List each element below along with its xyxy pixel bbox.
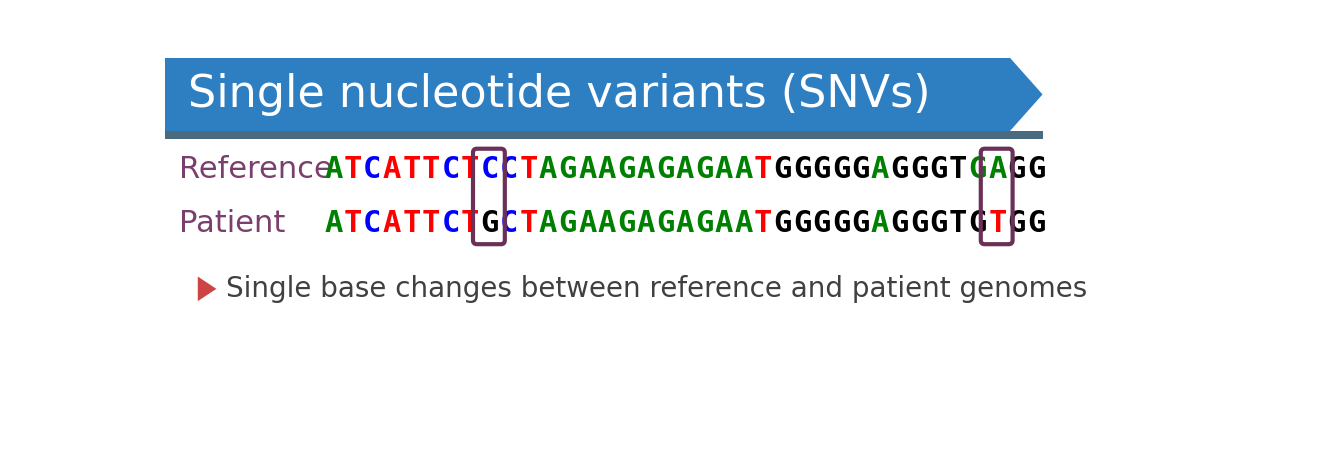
Text: G: G bbox=[793, 209, 812, 238]
Text: T: T bbox=[988, 209, 1006, 238]
Text: A: A bbox=[871, 209, 890, 238]
Text: A: A bbox=[676, 155, 694, 184]
Text: A: A bbox=[539, 155, 558, 184]
Text: T: T bbox=[520, 209, 538, 238]
Text: G: G bbox=[793, 155, 812, 184]
Text: A: A bbox=[871, 155, 890, 184]
Text: C: C bbox=[364, 155, 382, 184]
Text: T: T bbox=[754, 209, 772, 238]
Text: T: T bbox=[344, 155, 362, 184]
FancyBboxPatch shape bbox=[165, 58, 1010, 131]
Text: G: G bbox=[1027, 209, 1046, 238]
Text: A: A bbox=[715, 155, 734, 184]
Text: G: G bbox=[558, 209, 576, 238]
Text: G: G bbox=[832, 155, 850, 184]
Text: T: T bbox=[461, 155, 479, 184]
Text: Patient: Patient bbox=[180, 209, 286, 238]
Text: C: C bbox=[442, 209, 460, 238]
Text: T: T bbox=[344, 209, 362, 238]
Text: T: T bbox=[949, 209, 968, 238]
Text: G: G bbox=[910, 155, 928, 184]
Text: Reference: Reference bbox=[180, 155, 333, 184]
Text: G: G bbox=[910, 209, 928, 238]
Text: G: G bbox=[851, 209, 870, 238]
Text: T: T bbox=[754, 155, 772, 184]
Text: G: G bbox=[813, 209, 830, 238]
Text: A: A bbox=[734, 209, 752, 238]
Text: G: G bbox=[617, 209, 636, 238]
Text: A: A bbox=[715, 209, 734, 238]
Text: G: G bbox=[656, 155, 674, 184]
Text: G: G bbox=[1027, 155, 1046, 184]
Text: G: G bbox=[929, 209, 948, 238]
Polygon shape bbox=[1010, 58, 1043, 131]
Text: Single nucleotide variants (SNVs): Single nucleotide variants (SNVs) bbox=[189, 73, 931, 116]
Text: T: T bbox=[402, 209, 420, 238]
Text: C: C bbox=[364, 209, 382, 238]
Text: G: G bbox=[851, 155, 870, 184]
Text: T: T bbox=[422, 209, 440, 238]
Text: A: A bbox=[637, 209, 654, 238]
Text: G: G bbox=[929, 155, 948, 184]
Text: C: C bbox=[480, 155, 498, 184]
Text: A: A bbox=[382, 209, 401, 238]
Text: A: A bbox=[637, 155, 654, 184]
Text: A: A bbox=[578, 209, 596, 238]
Text: G: G bbox=[832, 209, 850, 238]
Text: A: A bbox=[734, 155, 752, 184]
Text: A: A bbox=[578, 155, 596, 184]
Text: G: G bbox=[558, 155, 576, 184]
Text: G: G bbox=[656, 209, 674, 238]
Text: G: G bbox=[969, 209, 988, 238]
Text: Single base changes between reference and patient genomes: Single base changes between reference an… bbox=[226, 275, 1087, 303]
Text: A: A bbox=[382, 155, 401, 184]
Text: A: A bbox=[988, 155, 1006, 184]
Text: G: G bbox=[891, 209, 908, 238]
Text: G: G bbox=[1007, 155, 1026, 184]
Text: A: A bbox=[676, 209, 694, 238]
Text: G: G bbox=[813, 155, 830, 184]
Text: G: G bbox=[773, 209, 792, 238]
Text: A: A bbox=[324, 209, 342, 238]
Text: T: T bbox=[461, 209, 479, 238]
Text: G: G bbox=[480, 209, 498, 238]
Text: G: G bbox=[617, 155, 636, 184]
Text: G: G bbox=[695, 155, 714, 184]
Text: T: T bbox=[520, 155, 538, 184]
Text: C: C bbox=[500, 155, 518, 184]
Text: C: C bbox=[500, 209, 518, 238]
Text: C: C bbox=[442, 155, 460, 184]
Text: G: G bbox=[969, 155, 988, 184]
Text: A: A bbox=[598, 209, 616, 238]
FancyBboxPatch shape bbox=[165, 131, 1043, 139]
Text: G: G bbox=[695, 209, 714, 238]
Text: A: A bbox=[324, 155, 342, 184]
Text: G: G bbox=[891, 155, 908, 184]
Text: T: T bbox=[402, 155, 420, 184]
Text: T: T bbox=[949, 155, 968, 184]
Text: A: A bbox=[598, 155, 616, 184]
Polygon shape bbox=[198, 277, 217, 301]
Text: T: T bbox=[422, 155, 440, 184]
Text: G: G bbox=[773, 155, 792, 184]
Text: G: G bbox=[1007, 209, 1026, 238]
Text: A: A bbox=[539, 209, 558, 238]
